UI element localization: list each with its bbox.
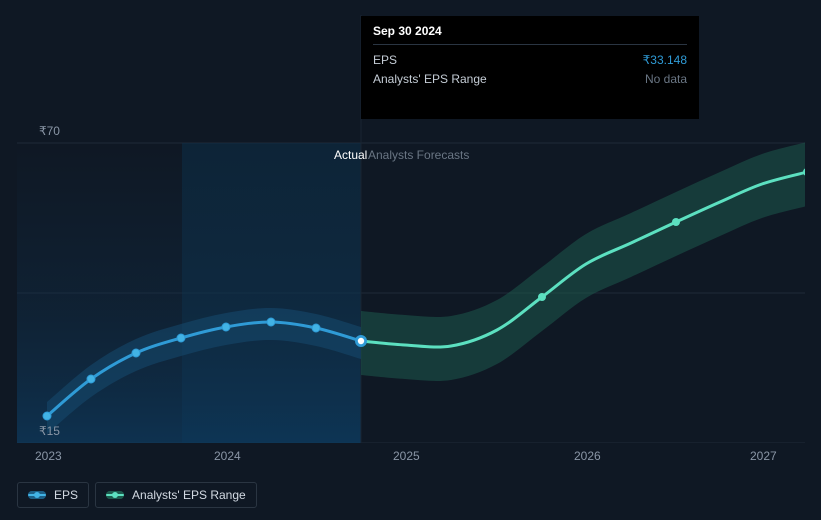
x-axis-label: 2025 bbox=[393, 449, 420, 463]
y-axis-label-bottom: ₹15 bbox=[39, 424, 60, 438]
tooltip-value: ₹33.148 bbox=[643, 51, 687, 70]
legend-swatch-eps bbox=[28, 491, 46, 499]
tooltip-value: No data bbox=[645, 70, 687, 89]
legend-label: Analysts' EPS Range bbox=[132, 488, 246, 502]
x-axis-label: 2024 bbox=[214, 449, 241, 463]
legend-swatch-range bbox=[106, 491, 124, 499]
legend: EPS Analysts' EPS Range bbox=[17, 482, 257, 508]
x-axis-label: 2023 bbox=[35, 449, 62, 463]
tooltip-label: EPS bbox=[373, 51, 397, 70]
tooltip-date: Sep 30 2024 bbox=[373, 24, 687, 45]
tooltip-row-range: Analysts' EPS Range No data bbox=[373, 70, 687, 89]
legend-item-eps[interactable]: EPS bbox=[17, 482, 89, 508]
x-axis-label: 2026 bbox=[574, 449, 601, 463]
y-axis-label-top: ₹70 bbox=[39, 124, 60, 138]
legend-label: EPS bbox=[54, 488, 78, 502]
legend-item-range[interactable]: Analysts' EPS Range bbox=[95, 482, 257, 508]
tooltip-row-eps: EPS ₹33.148 bbox=[373, 51, 687, 70]
chart-tooltip: Sep 30 2024 EPS ₹33.148 Analysts' EPS Ra… bbox=[361, 16, 699, 119]
x-axis-label: 2027 bbox=[750, 449, 777, 463]
region-label-actual: Actual bbox=[334, 148, 367, 162]
tooltip-label: Analysts' EPS Range bbox=[373, 70, 487, 89]
region-label-forecast: Analysts Forecasts bbox=[368, 148, 469, 162]
